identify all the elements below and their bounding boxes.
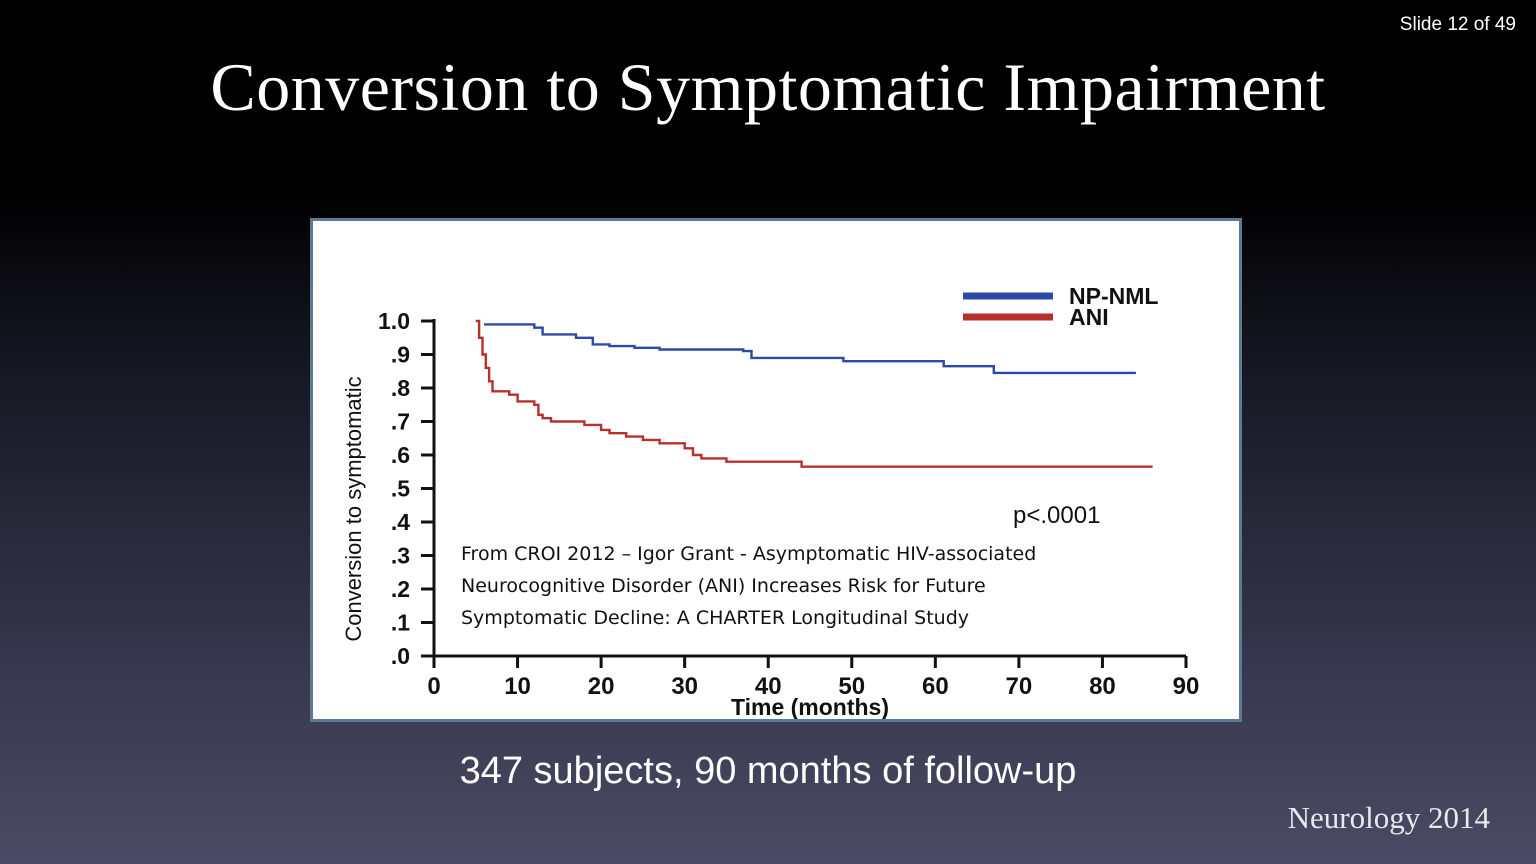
legend-label: NP-NML <box>1069 283 1158 309</box>
annotation-line: Symptomatic Decline: A CHARTER Longitudi… <box>461 607 969 629</box>
p-value-label: p<.0001 <box>1013 502 1100 529</box>
y-tick-label: .5 <box>391 476 410 502</box>
y-tick-label: .9 <box>391 342 410 368</box>
y-tick-label: 1.0 <box>378 308 410 334</box>
x-tick-label: 20 <box>588 673 615 700</box>
y-tick-label: .1 <box>391 610 410 636</box>
x-tick-label: 90 <box>1173 673 1200 700</box>
x-tick-label: 50 <box>838 673 865 700</box>
slide-counter: Slide 12 of 49 <box>1399 14 1516 35</box>
x-tick-label: 0 <box>427 673 440 700</box>
x-tick-label: 40 <box>755 673 782 700</box>
slide-title: Conversion to Symptomatic Impairment <box>210 49 1326 125</box>
source-citation: Neurology 2014 <box>1287 800 1490 835</box>
legend-label: ANI <box>1069 304 1109 330</box>
y-tick-label: .3 <box>391 543 410 569</box>
x-tick-label: 70 <box>1006 673 1033 700</box>
x-tick-label: 80 <box>1089 673 1116 700</box>
annotation-line: Neurocognitive Disorder (ANI) Increases … <box>461 575 986 597</box>
x-tick-label: 60 <box>922 673 949 700</box>
y-tick-label: .0 <box>391 643 410 669</box>
y-tick-label: .2 <box>391 576 410 602</box>
y-tick-label: .7 <box>391 409 410 435</box>
y-tick-label: .8 <box>391 375 410 401</box>
series-line-ani <box>475 319 1153 468</box>
slide-caption: 347 subjects, 90 months of follow-up <box>459 750 1077 792</box>
x-tick-label: 10 <box>504 673 531 700</box>
series-line-np-nml <box>484 323 1136 375</box>
figure-frame: .0 .1 .2 .3 .4 .5 .6 .7 .8 .9 1.0 0 10 20 30 40 50 60 70 80… <box>310 218 1242 722</box>
x-axis-label: Time (months) <box>731 694 889 719</box>
x-tick-label: 30 <box>671 673 698 700</box>
annotation-line: From CROI 2012 – Igor Grant - Asymptomat… <box>461 543 1036 565</box>
y-axis-label: Conversion to symptomatic <box>341 376 366 641</box>
survival-chart: .0 .1 .2 .3 .4 .5 .6 .7 .8 .9 1.0 0 10 20 30 40 50 60 70 80… <box>341 283 1200 719</box>
y-tick-label: .4 <box>391 509 410 535</box>
y-tick-label: .6 <box>391 442 410 468</box>
